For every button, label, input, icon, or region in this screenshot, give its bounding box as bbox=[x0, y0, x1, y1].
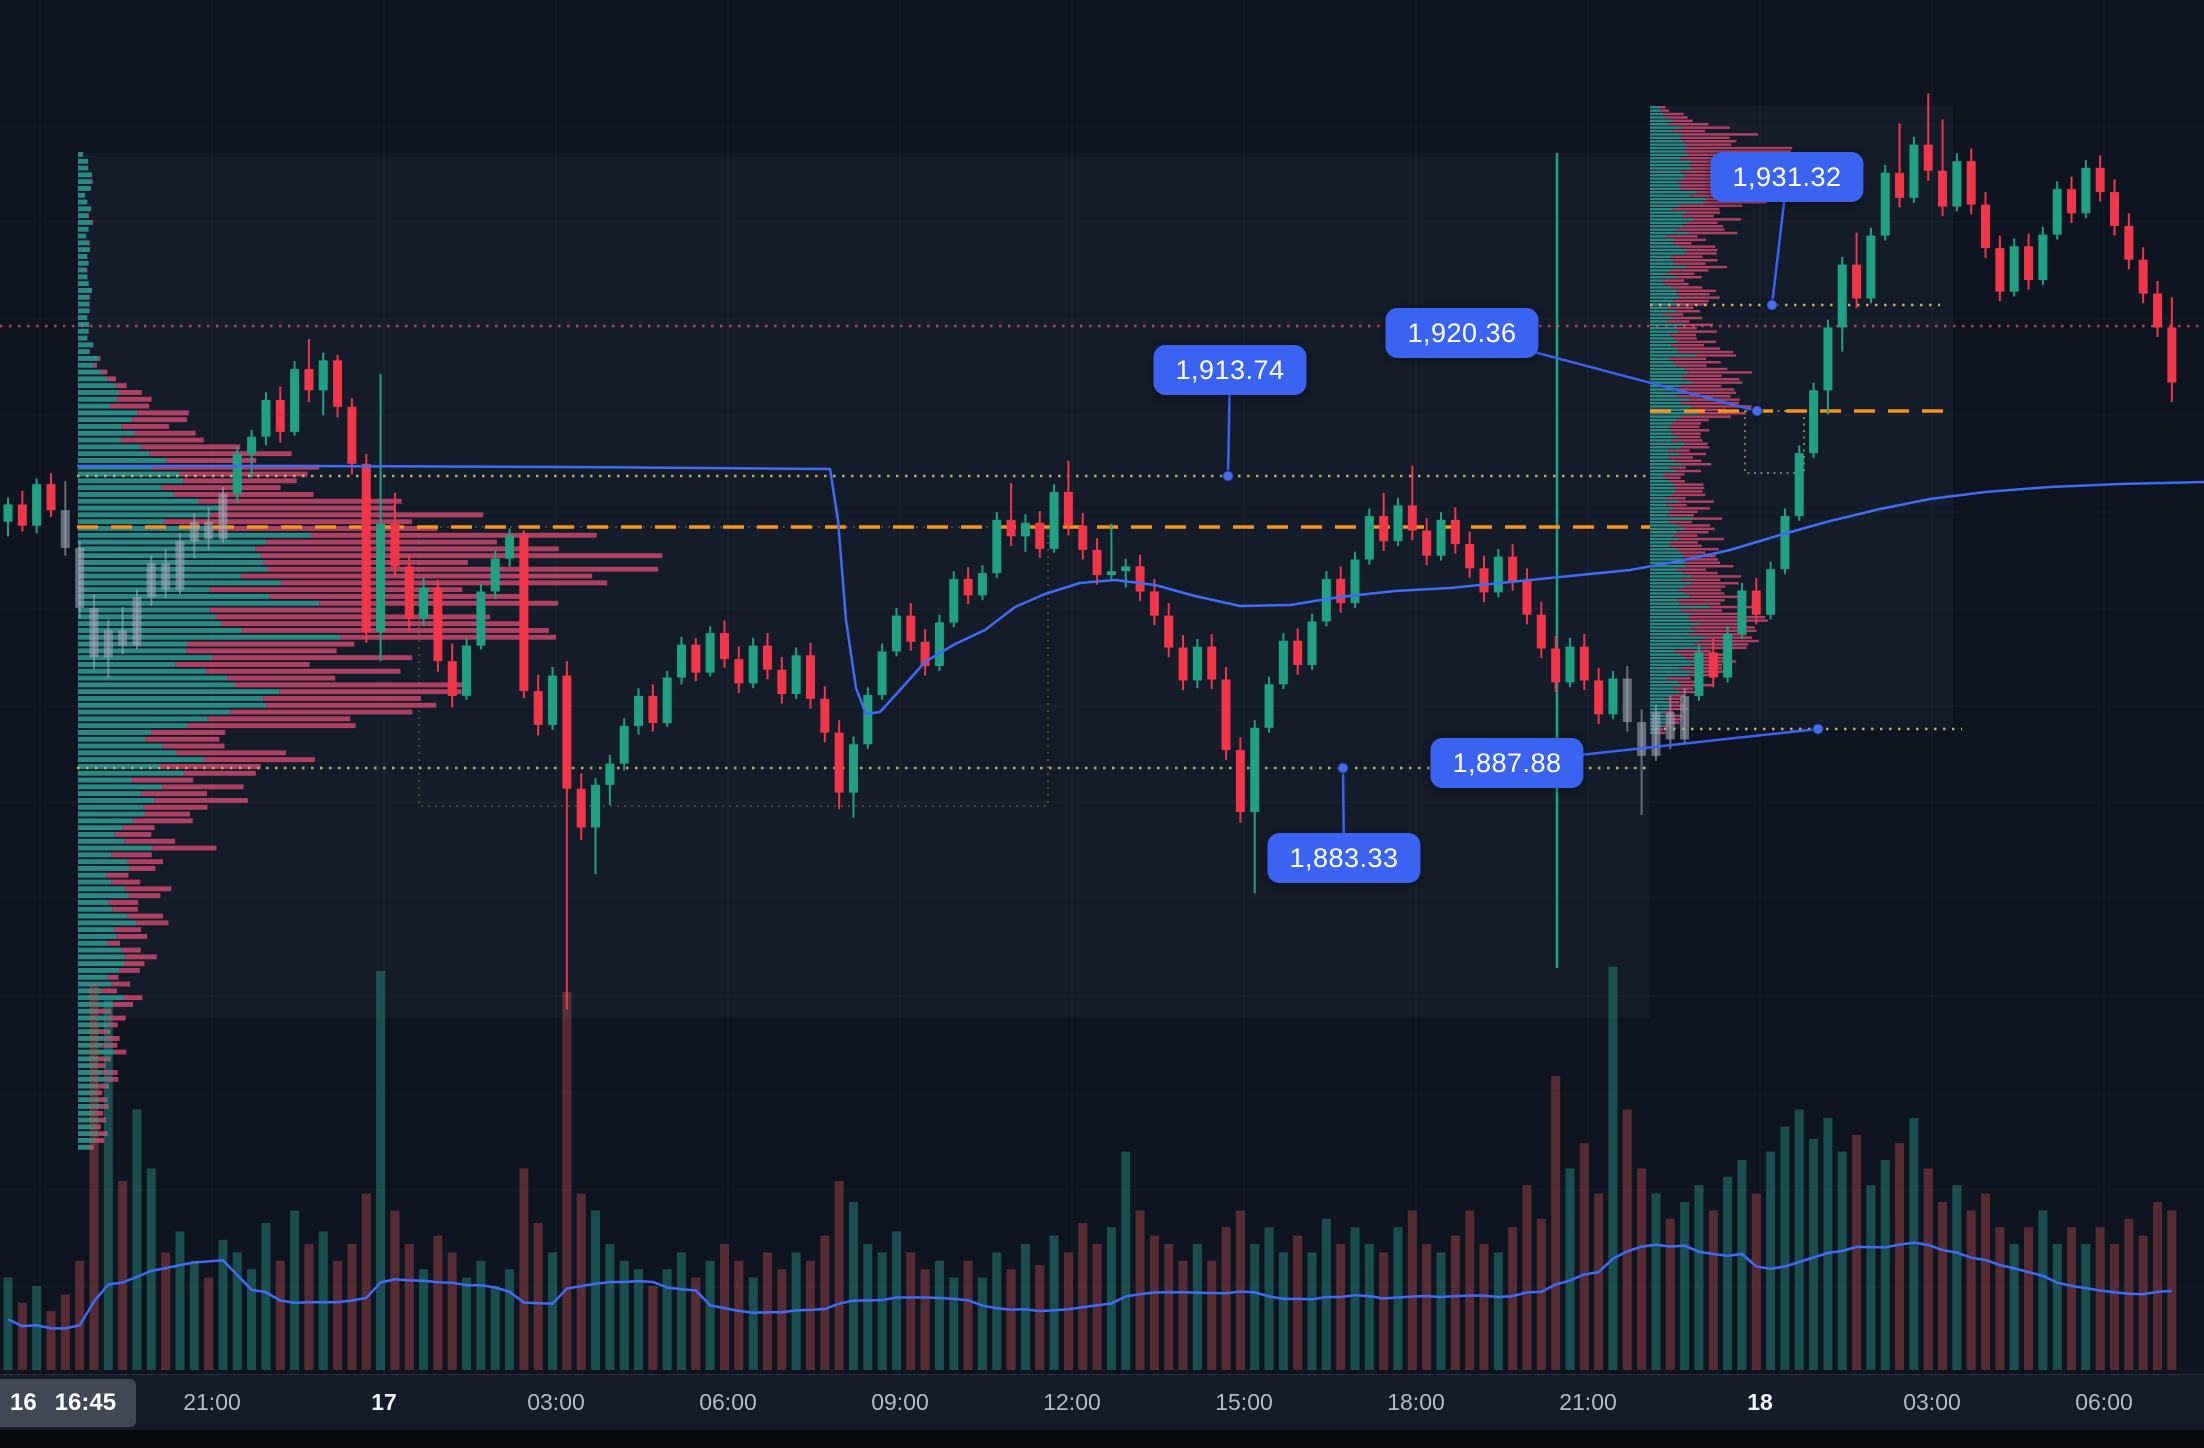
price-label-badge-1887[interactable]: 1,887.88 bbox=[1430, 738, 1584, 788]
window-bottom-strip bbox=[0, 1430, 2204, 1448]
volume-ma-line bbox=[7, 1241, 2172, 1330]
price-label-badge-1883[interactable]: 1,883.33 bbox=[1267, 833, 1421, 883]
time-tick-label: 18:00 bbox=[1387, 1389, 1445, 1415]
time-tick-label: 06:00 bbox=[699, 1389, 757, 1415]
time-tick-label: 12:00 bbox=[1043, 1389, 1101, 1415]
time-tick-label: 03:00 bbox=[527, 1389, 585, 1415]
grid-lines bbox=[0, 0, 2204, 1384]
crosshair-time-label: 16 16:45 bbox=[0, 1379, 137, 1427]
time-tick-label: 03:00 bbox=[1903, 1389, 1961, 1415]
volume-bars bbox=[3, 966, 2177, 1370]
crosshair-date: 16 bbox=[10, 1389, 37, 1416]
time-axis[interactable]: 16 16:45 21:00 17 03:00 06:00 09:00 12:00 15:0… bbox=[0, 1374, 2204, 1431]
time-tick-label: 15:00 bbox=[1215, 1389, 1273, 1415]
time-tick-label: 09:00 bbox=[871, 1389, 929, 1415]
price-label-badge-1931[interactable]: 1,931.32 bbox=[1710, 152, 1864, 202]
crosshair-time: 16:45 bbox=[54, 1389, 117, 1416]
time-tick-label: 18 bbox=[1747, 1389, 1773, 1415]
time-tick-label: 21:00 bbox=[1559, 1389, 1617, 1415]
time-tick-label: 21:00 bbox=[183, 1389, 241, 1415]
candlesticks bbox=[3, 93, 2177, 1010]
price-label-badge-1913[interactable]: 1,913.74 bbox=[1153, 345, 1307, 395]
price-label-badge-1920[interactable]: 1,920.36 bbox=[1385, 308, 1539, 358]
main-blue-line bbox=[77, 464, 2204, 716]
time-tick-label: 17 bbox=[371, 1389, 397, 1415]
time-tick-label: 06:00 bbox=[2075, 1389, 2133, 1415]
